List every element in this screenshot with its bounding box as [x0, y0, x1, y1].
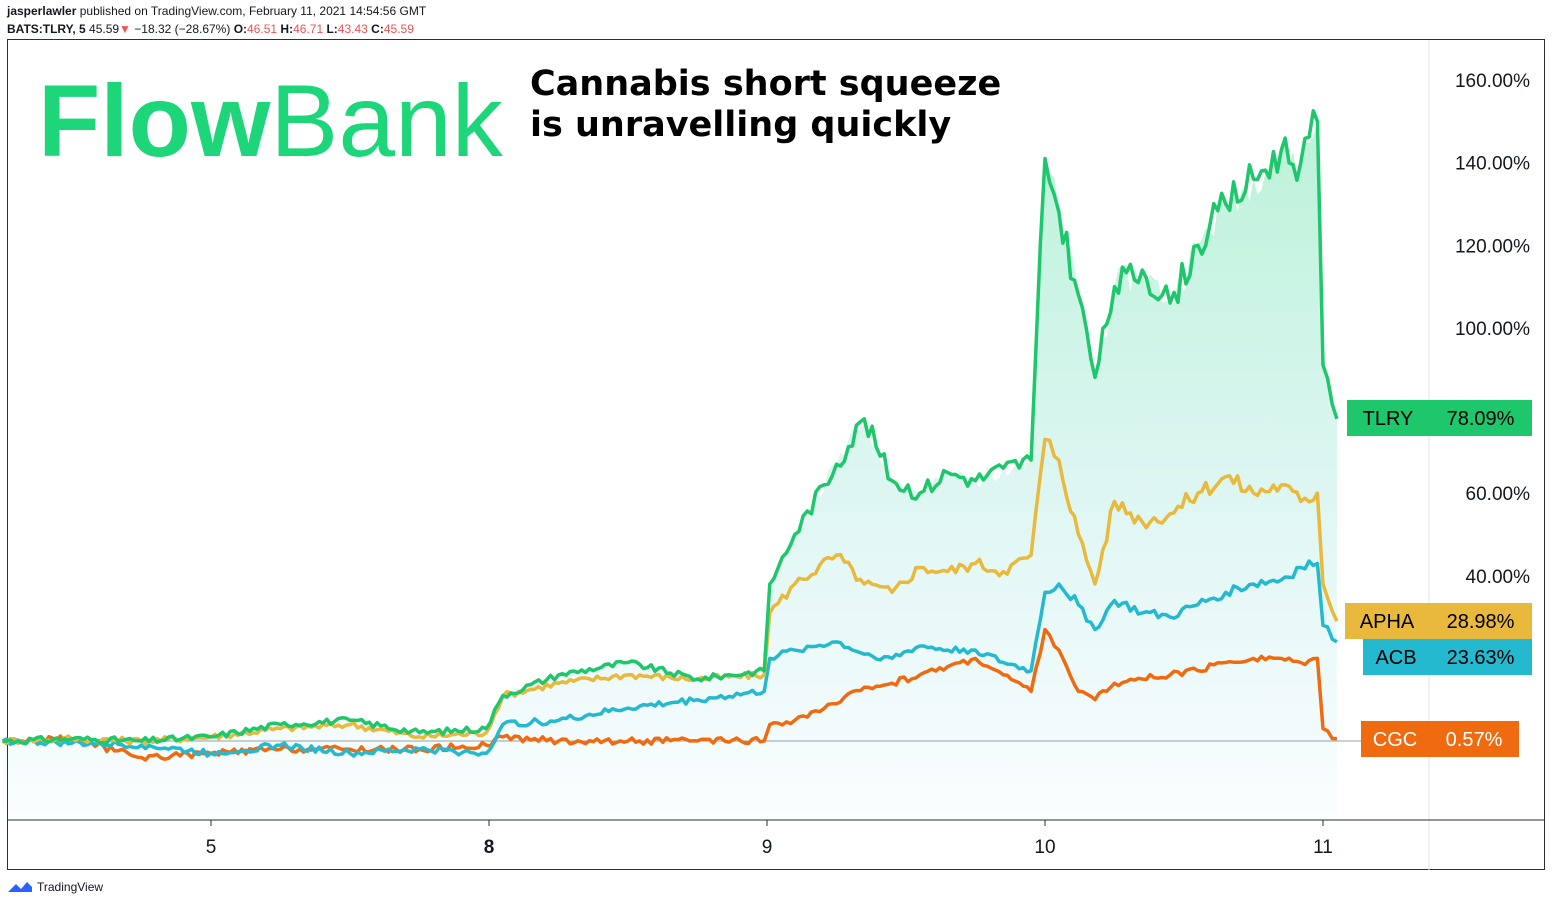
- x-tick-label: 9: [762, 837, 773, 858]
- ohlc-legend: BATS:TLRY, 5 45.59▼ −18.32 (−28.67%) O:4…: [7, 22, 414, 36]
- open-label: O:: [233, 22, 248, 36]
- down-triangle-icon: ▼: [119, 22, 131, 36]
- series-last-value: 23.63%: [1447, 647, 1515, 669]
- series-name-box: [1347, 400, 1429, 436]
- y-tick-label: 60.00%: [1466, 484, 1531, 505]
- series-line-cgc[interactable]: [2, 627, 1337, 762]
- series-line-apha[interactable]: [1, 437, 1339, 746]
- series-label-acb: ACB 23.63%: [1363, 639, 1532, 675]
- chart-frame: [7, 39, 1545, 870]
- x-tick-label: 10: [1034, 837, 1055, 858]
- footer-brand[interactable]: TradingView: [37, 880, 104, 894]
- series-value-box: [1429, 603, 1532, 639]
- series-value-box: [1429, 400, 1532, 436]
- logo-wordmark: FlowBank: [38, 64, 504, 178]
- open-value: 46.51: [247, 22, 278, 36]
- published-text: published on TradingView.com, February 1…: [79, 4, 427, 18]
- series-label-cgc: CGC 0.57%: [1361, 721, 1519, 757]
- series-line-tlry[interactable]: [2, 109, 1339, 746]
- series-label-apha: APHA 28.98%: [1345, 603, 1532, 639]
- series-value-box: [1429, 639, 1532, 675]
- low-value: 43.43: [337, 22, 368, 36]
- low-label: L:: [326, 22, 338, 36]
- publish-info: jasperlawler published on TradingView.co…: [7, 4, 426, 18]
- series-name: APHA: [1360, 611, 1415, 633]
- series-last-value: 0.57%: [1446, 729, 1503, 751]
- y-tick-label: 140.00%: [1455, 154, 1530, 175]
- y-tick-label: 160.00%: [1455, 71, 1530, 92]
- series-value-box: [1429, 721, 1519, 757]
- series-name-box: [1361, 721, 1429, 757]
- close-value: 45.59: [383, 22, 414, 36]
- y-tick-label: 40.00%: [1466, 567, 1531, 588]
- series-name: CGC: [1373, 729, 1417, 751]
- high-value: 46.71: [293, 22, 324, 36]
- x-tick-label: 5: [206, 837, 217, 858]
- y-tick-label: 100.00%: [1455, 319, 1530, 340]
- series-name-box: [1363, 639, 1429, 675]
- series-name-box: [1345, 603, 1429, 639]
- series-last-value: 28.98%: [1447, 611, 1515, 633]
- series-name: TLRY: [1363, 408, 1414, 430]
- author-name[interactable]: jasperlawler: [7, 4, 77, 18]
- series-label-tlry: TLRY 78.09%: [1347, 400, 1532, 436]
- annotation-line-1: Cannabis short squeeze: [530, 64, 1001, 104]
- high-label: H:: [280, 22, 294, 36]
- y-tick-label: 120.00%: [1455, 236, 1530, 257]
- series-line-acb[interactable]: [1, 559, 1338, 758]
- price-change: −18.32 (−28.67%): [134, 22, 231, 36]
- tlry-area-fill: [2, 121, 1337, 821]
- footer: TradingView: [7, 880, 103, 894]
- series-name: ACB: [1375, 647, 1416, 669]
- last-price: 45.59: [89, 22, 120, 36]
- close-label: C:: [371, 22, 384, 36]
- logo-flow: Flow: [38, 64, 271, 178]
- annotation-line-2: is unravelling quickly: [530, 105, 951, 145]
- x-tick-label: 11: [1313, 837, 1333, 858]
- logo-bank: Bank: [270, 64, 503, 178]
- x-tick-label: 8: [484, 837, 495, 858]
- tradingview-logo-icon: [8, 882, 32, 892]
- series-last-value: 78.09%: [1447, 408, 1515, 430]
- symbol-label: BATS:TLRY, 5: [7, 22, 86, 36]
